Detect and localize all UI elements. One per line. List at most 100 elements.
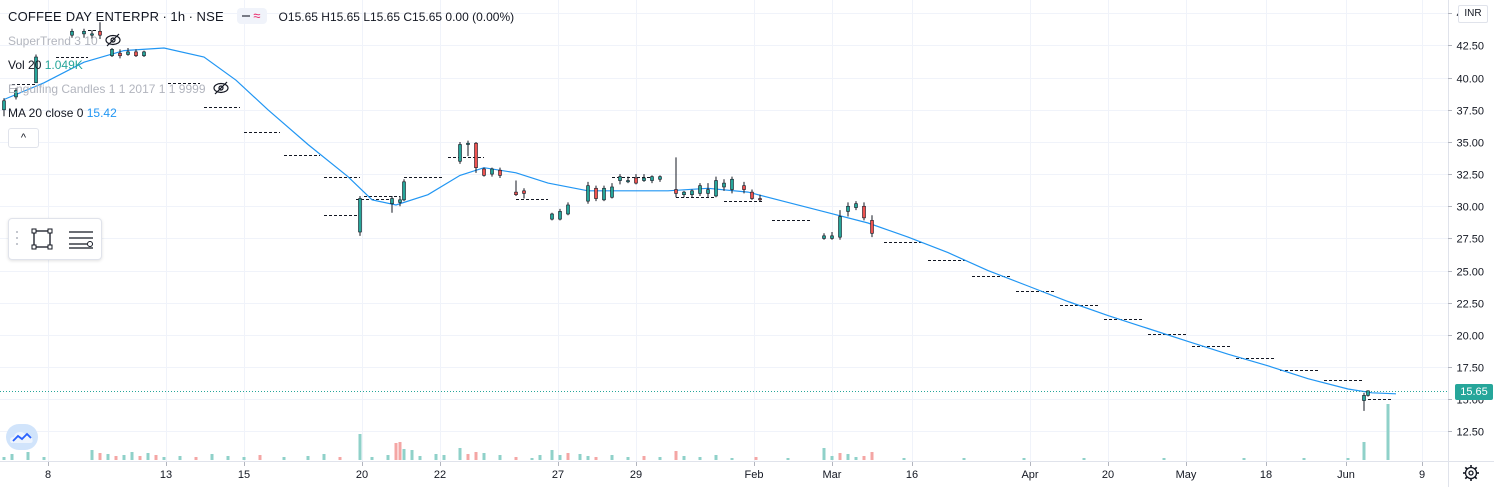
currency-label[interactable]: INR (1458, 5, 1488, 23)
volume-bar (90, 450, 94, 460)
collapse-legend-button[interactable]: ^ (8, 128, 39, 148)
high-value: 15.65 (329, 10, 360, 24)
candle[interactable] (730, 176, 734, 194)
candle[interactable] (490, 167, 494, 177)
candle[interactable] (118, 49, 122, 59)
candle[interactable] (674, 157, 678, 198)
candle[interactable] (602, 185, 606, 202)
eye-crossed-icon[interactable] (104, 33, 122, 47)
ma-layer (3, 47, 1397, 395)
candle[interactable] (126, 48, 130, 56)
candle[interactable] (70, 28, 74, 38)
chart-style-toggle[interactable]: ≈ (237, 8, 268, 24)
volume-bar (42, 457, 46, 460)
candle[interactable] (822, 233, 826, 240)
candle[interactable] (626, 176, 630, 184)
candle[interactable] (594, 185, 598, 202)
candle[interactable] (722, 179, 726, 191)
candle[interactable] (82, 28, 86, 38)
candle[interactable] (838, 210, 842, 240)
candle[interactable] (750, 189, 754, 200)
candle[interactable] (514, 180, 518, 196)
volume-bar (1362, 442, 1366, 460)
candle-body (822, 235, 826, 239)
candle[interactable] (650, 175, 654, 184)
volume-bar (474, 452, 478, 460)
candle[interactable] (142, 50, 146, 58)
candle[interactable] (870, 215, 874, 238)
candle[interactable] (134, 49, 138, 58)
rectangle-tool-icon[interactable] (31, 228, 53, 250)
candle[interactable] (714, 176, 718, 198)
candle[interactable] (706, 183, 710, 198)
candle[interactable] (642, 174, 646, 182)
volume-bar (682, 456, 686, 460)
candle[interactable] (402, 179, 406, 202)
candle[interactable] (1362, 392, 1366, 411)
tradingview-logo-icon[interactable] (6, 424, 38, 450)
candle[interactable] (586, 181, 590, 204)
candle-layer (2, 22, 1370, 411)
candle[interactable] (658, 175, 662, 182)
candle[interactable] (558, 208, 562, 221)
candle[interactable] (482, 167, 486, 177)
symbol-name[interactable]: COFFEE DAY ENTERPR (8, 9, 160, 24)
candle[interactable] (522, 188, 526, 199)
candle[interactable] (2, 98, 6, 117)
candle[interactable] (498, 167, 502, 178)
candle[interactable] (610, 183, 614, 199)
price-axis[interactable]: 12.5015.0017.5020.0022.5025.0027.5030.00… (1448, 9, 1484, 439)
eye-crossed-icon[interactable] (212, 81, 230, 95)
ma20-line[interactable] (3, 47, 1397, 395)
interval[interactable]: 1h (170, 9, 186, 24)
grip-dots-icon[interactable] (16, 231, 20, 247)
indicator-row-ma[interactable]: MA 20 close 0 15.42 (8, 105, 117, 121)
volume-bar (714, 455, 718, 460)
floating-drawing-toolbar[interactable] (8, 218, 102, 260)
candle-body (558, 211, 562, 220)
candle[interactable] (14, 87, 18, 100)
candle[interactable] (566, 202, 570, 216)
candle-body (674, 189, 678, 194)
candle[interactable] (634, 174, 638, 185)
candle[interactable] (398, 195, 402, 207)
open-label: O (278, 10, 288, 24)
candle[interactable] (682, 190, 686, 198)
candle[interactable] (854, 201, 858, 211)
candle[interactable] (474, 141, 478, 173)
candle[interactable] (550, 212, 554, 221)
indicator-row-volume[interactable]: Vol 20 1.049K (8, 57, 83, 73)
volume-bar (398, 442, 402, 460)
candle[interactable] (358, 195, 362, 236)
candle-body (566, 204, 570, 215)
candle-body (594, 187, 598, 199)
lines-tool-icon[interactable] (67, 228, 95, 250)
volume-bar (1082, 458, 1086, 460)
candle[interactable] (98, 22, 102, 40)
volume-bar (822, 448, 826, 460)
x-tick-label: 27 (552, 469, 564, 481)
candle[interactable] (830, 232, 834, 240)
candle[interactable] (618, 174, 622, 185)
indicator-row-engulfing[interactable]: Engulfing Candles 1 1 2017 1 1 9999 (8, 81, 230, 97)
candle[interactable] (862, 202, 866, 221)
indicator-name: SuperTrend 3 10 (8, 34, 98, 48)
candle[interactable] (690, 189, 694, 198)
candle[interactable] (758, 194, 762, 202)
volume-bar (626, 457, 630, 460)
volume-bar (194, 457, 198, 460)
candle[interactable] (698, 183, 702, 196)
candle[interactable] (90, 30, 94, 40)
candle[interactable] (466, 140, 470, 157)
candle[interactable] (458, 141, 462, 164)
indicator-row-supertrend[interactable]: SuperTrend 3 10 (8, 33, 122, 49)
candle[interactable] (390, 195, 394, 213)
candle[interactable] (742, 181, 746, 194)
time-axis[interactable]: 8 13 15 20 22 27 29 Feb Mar 16 Apr 20 May 18 Jun 9 (45, 462, 1425, 481)
candle[interactable] (110, 48, 114, 58)
candle[interactable] (34, 54, 38, 84)
candle[interactable] (846, 202, 850, 217)
gear-icon[interactable] (1462, 464, 1480, 482)
y-tick-label: 35.00 (1456, 138, 1484, 150)
